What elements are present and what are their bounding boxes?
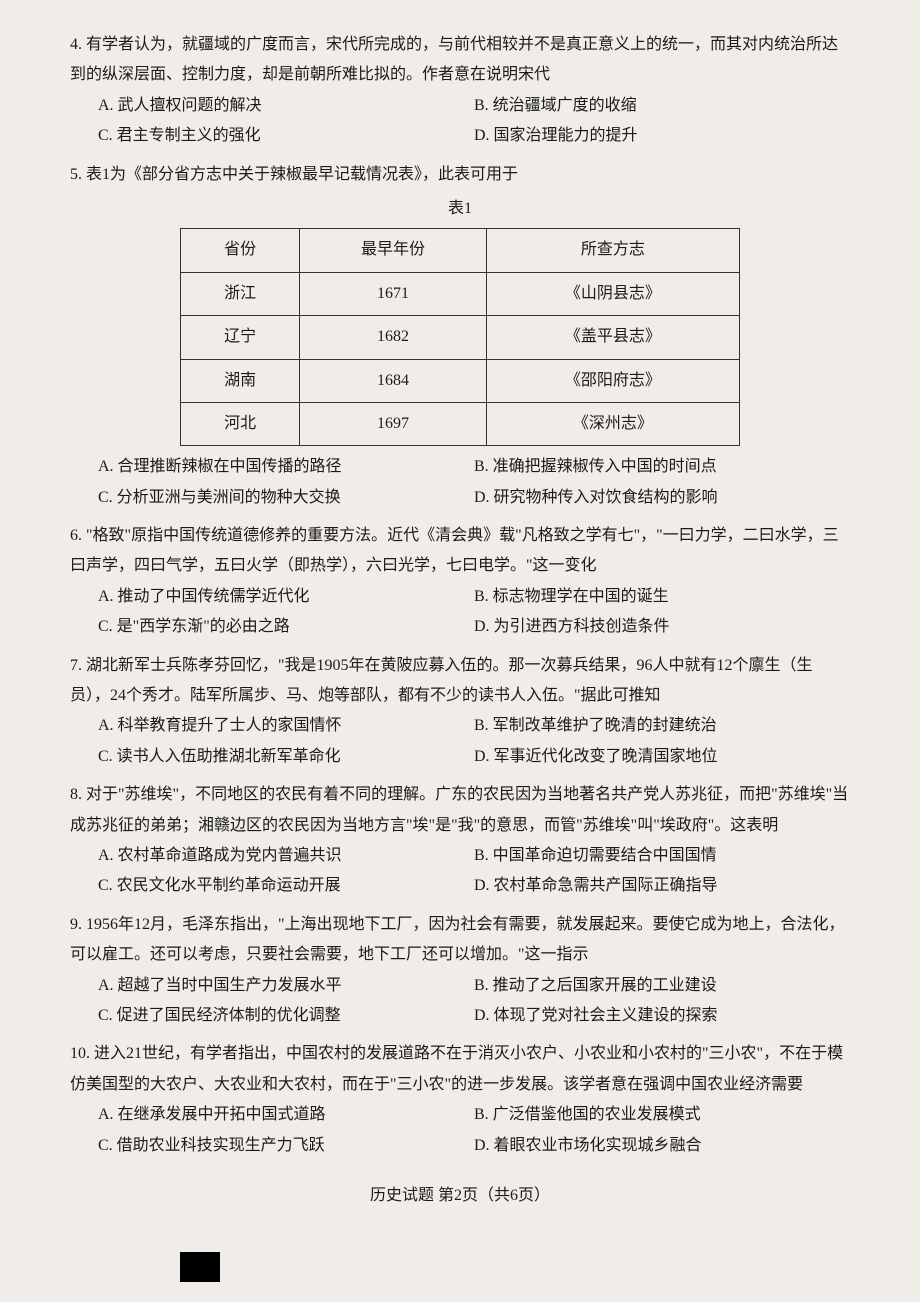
- question-4: 4. 有学者认为，就疆域的广度而言，宋代所完成的，与前代相较并不是真正意义上的统…: [70, 30, 850, 152]
- question-7: 7. 湖北新军士兵陈孝芬回忆，"我是1905年在黄陂应募入伍的。那一次募兵结果，…: [70, 651, 850, 773]
- table-header-row: 省份 最早年份 所查方志: [181, 229, 740, 272]
- question-9: 9. 1956年12月，毛泽东指出，"上海出现地下工厂，因为社会有需要，就发展起…: [70, 910, 850, 1032]
- q5-option-d: D. 研究物种传入对饮食结构的影响: [474, 483, 850, 513]
- table-cell: 1697: [300, 402, 486, 445]
- question-8: 8. 对于"苏维埃"，不同地区的农民有着不同的理解。广东的农民因为当地著名共产党…: [70, 780, 850, 902]
- q7-option-c: C. 读书人入伍助推湖北新军革命化: [98, 742, 474, 772]
- table-cell: 辽宁: [181, 316, 300, 359]
- table-cell: 浙江: [181, 272, 300, 315]
- q4-text: 有学者认为，就疆域的广度而言，宋代所完成的，与前代相较并不是真正意义上的统一，而…: [70, 36, 838, 83]
- question-5: 5. 表1为《部分省方志中关于辣椒最早记载情况表》，此表可用于 表1 省份 最早…: [70, 160, 850, 514]
- question-10: 10. 进入21世纪，有学者指出，中国农村的发展道路不在于消灭小农户、小农业和小…: [70, 1039, 850, 1161]
- q9-options: A. 超越了当时中国生产力发展水平 B. 推动了之后国家开展的工业建设 C. 促…: [70, 971, 850, 1032]
- q6-option-c: C. 是"西学东渐"的必由之路: [98, 612, 474, 642]
- q5-option-a: A. 合理推断辣椒在中国传播的路径: [98, 452, 474, 482]
- table-header-cell: 省份: [181, 229, 300, 272]
- table-cell: 《邵阳府志》: [486, 359, 739, 402]
- q8-option-a: A. 农村革命道路成为党内普遍共识: [98, 841, 474, 871]
- q5-option-b: B. 准确把握辣椒传入中国的时间点: [474, 452, 850, 482]
- q7-option-b: B. 军制改革维护了晚清的封建统治: [474, 711, 850, 741]
- q8-text: 对于"苏维埃"，不同地区的农民有着不同的理解。广东的农民因为当地著名共产党人苏兆…: [70, 786, 848, 833]
- q4-number: 4.: [70, 36, 82, 53]
- q6-number: 6.: [70, 527, 82, 544]
- question-6: 6. "格致"原指中国传统道德修养的重要方法。近代《清会典》载"凡格致之学有七"…: [70, 521, 850, 643]
- table-row: 浙江 1671 《山阴县志》: [181, 272, 740, 315]
- q8-options: A. 农村革命道路成为党内普遍共识 B. 中国革命迫切需要结合中国国情 C. 农…: [70, 841, 850, 902]
- q8-option-b: B. 中国革命迫切需要结合中国国情: [474, 841, 850, 871]
- table-cell: 《深州志》: [486, 402, 739, 445]
- q9-option-a: A. 超越了当时中国生产力发展水平: [98, 971, 474, 1001]
- q7-option-d: D. 军事近代化改变了晚清国家地位: [474, 742, 850, 772]
- q4-option-d: D. 国家治理能力的提升: [474, 121, 850, 151]
- table-cell: 《山阴县志》: [486, 272, 739, 315]
- q5-table: 省份 最早年份 所查方志 浙江 1671 《山阴县志》 辽宁 1682 《盖平县…: [180, 228, 740, 446]
- q10-number: 10.: [70, 1045, 90, 1062]
- q9-option-b: B. 推动了之后国家开展的工业建设: [474, 971, 850, 1001]
- q4-option-b: B. 统治疆域广度的收缩: [474, 91, 850, 121]
- q6-option-b: B. 标志物理学在中国的诞生: [474, 582, 850, 612]
- q5-option-c: C. 分析亚洲与美洲间的物种大交换: [98, 483, 474, 513]
- q10-option-a: A. 在继承发展中开拓中国式道路: [98, 1100, 474, 1130]
- q6-option-a: A. 推动了中国传统儒学近代化: [98, 582, 474, 612]
- table-header-cell: 最早年份: [300, 229, 486, 272]
- q4-option-c: C. 君主专制主义的强化: [98, 121, 474, 151]
- q7-option-a: A. 科举教育提升了士人的家国情怀: [98, 711, 474, 741]
- q9-text: 1956年12月，毛泽东指出，"上海出现地下工厂，因为社会有需要，就发展起来。要…: [70, 916, 845, 963]
- table-header-cell: 所查方志: [486, 229, 739, 272]
- scan-marker: [180, 1252, 220, 1282]
- q10-options: A. 在继承发展中开拓中国式道路 B. 广泛借鉴他国的农业发展模式 C. 借助农…: [70, 1100, 850, 1161]
- q5-text: 表1为《部分省方志中关于辣椒最早记载情况表》，此表可用于: [86, 166, 518, 183]
- q7-options: A. 科举教育提升了士人的家国情怀 B. 军制改革维护了晚清的封建统治 C. 读…: [70, 711, 850, 772]
- q9-number: 9.: [70, 916, 82, 933]
- q10-text: 进入21世纪，有学者指出，中国农村的发展道路不在于消灭小农户、小农业和小农村的"…: [70, 1045, 843, 1092]
- table-row: 辽宁 1682 《盖平县志》: [181, 316, 740, 359]
- table-cell: 湖南: [181, 359, 300, 402]
- table-row: 湖南 1684 《邵阳府志》: [181, 359, 740, 402]
- table-cell: 1671: [300, 272, 486, 315]
- q6-options: A. 推动了中国传统儒学近代化 B. 标志物理学在中国的诞生 C. 是"西学东渐…: [70, 582, 850, 643]
- q10-option-c: C. 借助农业科技实现生产力飞跃: [98, 1131, 474, 1161]
- table-title: 表1: [70, 194, 850, 224]
- q5-options: A. 合理推断辣椒在中国传播的路径 B. 准确把握辣椒传入中国的时间点 C. 分…: [70, 452, 850, 513]
- q8-option-d: D. 农村革命急需共产国际正确指导: [474, 871, 850, 901]
- q10-option-b: B. 广泛借鉴他国的农业发展模式: [474, 1100, 850, 1130]
- q9-option-d: D. 体现了党对社会主义建设的探索: [474, 1001, 850, 1031]
- q5-number: 5.: [70, 166, 82, 183]
- table-cell: 1682: [300, 316, 486, 359]
- q4-option-a: A. 武人擅权问题的解决: [98, 91, 474, 121]
- q6-option-d: D. 为引进西方科技创造条件: [474, 612, 850, 642]
- table-cell: 1684: [300, 359, 486, 402]
- q4-options: A. 武人擅权问题的解决 B. 统治疆域广度的收缩 C. 君主专制主义的强化 D…: [70, 91, 850, 152]
- table-cell: 河北: [181, 402, 300, 445]
- q9-option-c: C. 促进了国民经济体制的优化调整: [98, 1001, 474, 1031]
- table-row: 河北 1697 《深州志》: [181, 402, 740, 445]
- q6-text: "格致"原指中国传统道德修养的重要方法。近代《清会典》载"凡格致之学有七"，"一…: [70, 527, 839, 574]
- q8-number: 8.: [70, 786, 82, 803]
- page-footer: 历史试题 第2页（共6页）: [70, 1181, 850, 1205]
- q7-text: 湖北新军士兵陈孝芬回忆，"我是1905年在黄陂应募入伍的。那一次募兵结果，96人…: [70, 657, 813, 704]
- q10-option-d: D. 着眼农业市场化实现城乡融合: [474, 1131, 850, 1161]
- q8-option-c: C. 农民文化水平制约革命运动开展: [98, 871, 474, 901]
- table-cell: 《盖平县志》: [486, 316, 739, 359]
- q7-number: 7.: [70, 657, 82, 674]
